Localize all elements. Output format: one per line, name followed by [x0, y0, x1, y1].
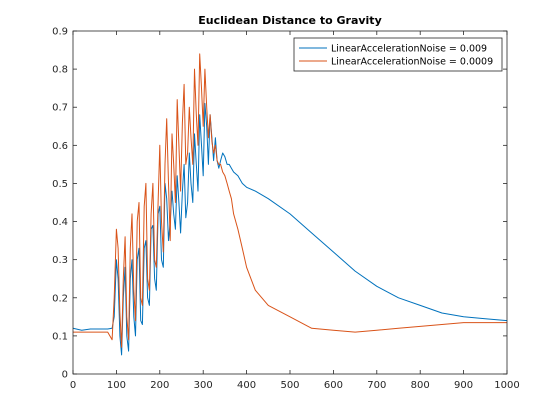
x-tick-label: 300 [194, 380, 213, 391]
legend-label-2: LinearAccelerationNoise = 0.0009 [331, 57, 493, 68]
x-tick-label: 400 [237, 380, 256, 391]
y-tick-label: 0.7 [52, 103, 68, 114]
axes-background [73, 31, 507, 374]
x-tick-label: 700 [367, 380, 386, 391]
x-tick-label: 600 [324, 380, 343, 391]
legend-box [293, 37, 503, 72]
x-tick-label: 200 [150, 380, 169, 391]
x-tick-label: 0 [70, 380, 76, 391]
y-tick-label: 0.3 [52, 255, 68, 266]
x-axis-ticks: 0 100 200 300 400 500 600 700 800 900 1000 [70, 31, 520, 391]
x-tick-label: 500 [280, 380, 299, 391]
series-line-2 [73, 53, 507, 348]
x-tick-label: 800 [411, 380, 430, 391]
series-line-1 [72, 102, 508, 356]
legend: LinearAccelerationNoise = 0.009 LinearAcc… [293, 37, 503, 72]
y-tick-label: 0.8 [52, 65, 68, 76]
y-tick-label: 0.1 [52, 331, 68, 342]
y-tick-label: 0.2 [52, 293, 68, 304]
series-layer [72, 53, 508, 356]
chart-title: Euclidean Distance to Gravity [198, 14, 382, 27]
y-tick-label: 0.9 [52, 27, 68, 38]
y-tick-label: 0.4 [52, 217, 68, 228]
y-tick-label: 0.6 [52, 141, 68, 152]
y-axis-ticks: 0 0.1 0.2 0.3 0.4 0.5 0.6 0.7 0.8 0.9 [52, 27, 507, 381]
x-tick-label: 100 [107, 380, 126, 391]
x-tick-label: 1000 [494, 380, 519, 391]
y-tick-label: 0 [62, 370, 68, 381]
legend-label-1: LinearAccelerationNoise = 0.009 [331, 44, 487, 55]
y-tick-label: 0.5 [52, 179, 68, 190]
x-tick-label: 900 [454, 380, 473, 391]
